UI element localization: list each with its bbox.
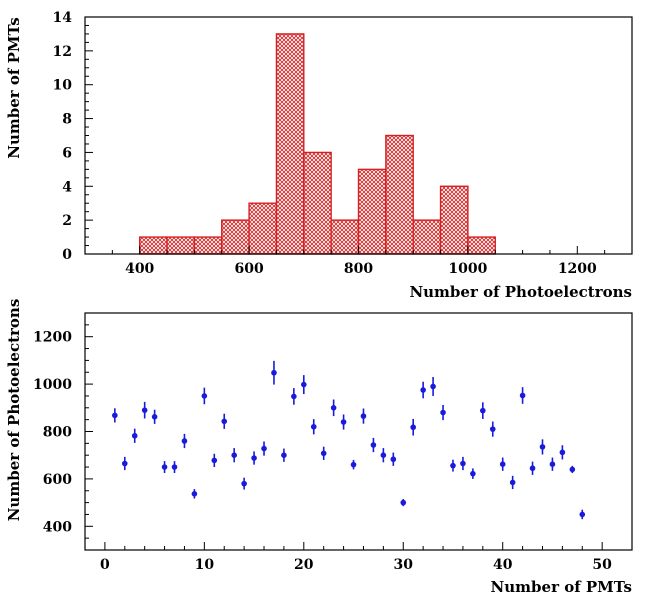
- histogram-x-tick-label: 800: [344, 261, 373, 277]
- scatter-point: [350, 461, 357, 468]
- histogram-x-ticks: 400 600 800 1000 1200: [84, 246, 633, 277]
- scatter-point: [161, 464, 168, 470]
- scatter-point: [271, 369, 277, 376]
- scatter-point: [301, 381, 307, 388]
- histogram-bar: [385, 134, 414, 255]
- histogram-x-tick-label: 1000: [448, 261, 487, 277]
- scatter-point: [480, 407, 486, 414]
- scatter-y-tick-label: 400: [43, 519, 72, 535]
- scatter-plot-frame: [84, 312, 633, 551]
- scatter-point: [559, 449, 566, 456]
- scatter-point: [380, 452, 387, 459]
- scatter-point: [131, 432, 138, 439]
- scatter-y-tick-label: 600: [43, 472, 72, 488]
- scatter-point: [340, 419, 347, 425]
- scatter-point: [370, 442, 377, 448]
- histogram-bar: [221, 219, 250, 255]
- histogram-bar: [357, 168, 387, 255]
- scatter-point: [569, 466, 576, 473]
- scatter-point: [489, 426, 496, 432]
- scatter-point: [261, 445, 267, 452]
- scatter-point: [241, 480, 247, 487]
- histogram-bar: [412, 219, 442, 255]
- scatter-point: [360, 413, 367, 419]
- histogram-y-ticks: 0 2 4 6 8 10 12 14: [53, 10, 93, 263]
- scatter-point: [470, 470, 476, 477]
- scatter-point: [410, 424, 417, 431]
- scatter-point: [549, 461, 556, 468]
- scatter-point: [171, 464, 178, 470]
- scatter-point: [221, 418, 228, 425]
- scatter-points: [112, 360, 586, 520]
- scatter-y-tick-label: 1000: [33, 377, 72, 393]
- scatter-x-tick-label: 50: [592, 557, 612, 573]
- scatter-x-tick-label: 0: [100, 557, 110, 573]
- scatter-point: [450, 462, 456, 469]
- scatter-point: [320, 450, 327, 457]
- scatter-point: [201, 393, 208, 399]
- histogram-y-tick-label: 0: [62, 247, 72, 263]
- scatter-x-ticks: 0 10 20 30 40 50: [100, 542, 612, 573]
- histogram-y-tick-label: 6: [62, 145, 72, 161]
- scatter-x-tick-label: 10: [195, 557, 215, 573]
- histogram-x-tick-label: 600: [234, 261, 263, 277]
- scatter-y-ticks: 400 600 800 1000 1200: [33, 312, 93, 551]
- scatter-point: [191, 491, 198, 497]
- scatter-point: [291, 393, 297, 400]
- histogram-bar: [439, 185, 469, 255]
- scatter-chart: 0 10 20 30 40 50 400 600 800 1000 1200 Number of …: [5, 299, 633, 596]
- histogram-y-tick-label: 8: [62, 112, 72, 128]
- histogram-y-tick-label: 2: [62, 213, 72, 229]
- histogram-y-axis-title: Number of PMTs: [5, 17, 23, 158]
- scatter-point: [390, 456, 397, 463]
- scatter-point: [529, 465, 536, 472]
- scatter-point: [519, 392, 526, 399]
- scatter-x-tick-label: 20: [294, 557, 314, 573]
- scatter-point: [112, 412, 118, 419]
- scatter-point: [460, 460, 466, 467]
- scatter-point: [499, 461, 506, 468]
- scatter-x-tick-label: 40: [493, 557, 513, 573]
- scatter-point: [509, 479, 516, 486]
- histogram-chart: 400 600 800 1000 1200 0 2 4 6 8 10 12 14 Number of …: [5, 10, 633, 301]
- scatter-point: [281, 452, 287, 459]
- histogram-x-tick-label: 1200: [558, 261, 597, 277]
- scatter-x-axis-title: Number of PMTs: [491, 578, 632, 596]
- scatter-point: [211, 457, 218, 464]
- scatter-point: [181, 438, 188, 444]
- histogram-y-tick-label: 10: [53, 78, 73, 94]
- histogram-bar: [467, 236, 496, 255]
- histogram-bar: [193, 236, 223, 255]
- scatter-y-tick-label: 1200: [33, 330, 72, 346]
- histogram-bar: [166, 236, 196, 255]
- histogram-y-tick-label: 4: [62, 179, 72, 195]
- histogram-bar: [330, 219, 360, 255]
- histogram-y-tick-label: 14: [53, 10, 73, 26]
- scatter-point: [579, 511, 586, 518]
- histogram-x-axis-title: Number of Photoelectrons: [409, 283, 632, 301]
- scatter-x-tick-label: 30: [394, 557, 414, 573]
- scatter-point: [420, 387, 426, 393]
- scatter-point: [440, 409, 446, 416]
- scatter-point: [121, 460, 128, 467]
- scatter-point: [539, 444, 546, 450]
- scatter-point: [251, 455, 257, 461]
- scatter-point: [330, 405, 337, 411]
- histogram-x-tick-label: 400: [125, 261, 154, 277]
- scatter-y-axis-title: Number of Photoelectrons: [5, 299, 23, 522]
- histogram-bar: [303, 151, 332, 255]
- histogram-bar: [275, 33, 305, 255]
- scatter-point: [400, 499, 407, 506]
- histogram-bar: [138, 236, 168, 255]
- scatter-y-tick-label: 800: [43, 425, 72, 441]
- histogram-y-tick-label: 12: [53, 44, 72, 60]
- histogram-bar: [248, 202, 278, 255]
- scatter-point: [151, 414, 158, 420]
- scatter-point: [231, 452, 237, 459]
- histogram-bars: [138, 33, 496, 255]
- scatter-point: [141, 407, 148, 413]
- scatter-point: [430, 383, 436, 390]
- scatter-point: [310, 423, 317, 430]
